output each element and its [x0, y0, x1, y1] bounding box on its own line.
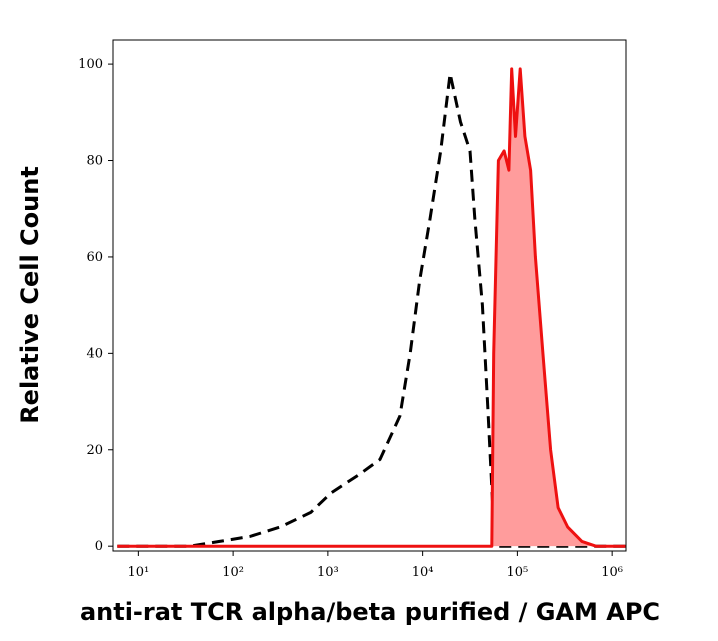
x-tick-label: 10⁶	[601, 565, 623, 580]
histogram-line	[117, 72, 626, 548]
x-axis-title: anti-rat TCR alpha/beta purified / GAM A…	[80, 598, 660, 626]
y-axis-title: Relative Cell Count	[16, 166, 44, 424]
x-tick-label: 10³	[317, 565, 339, 580]
x-tick-label: 10²	[222, 565, 244, 580]
x-tick-label: 10⁴	[412, 565, 434, 580]
y-tick-label: 80	[86, 154, 103, 169]
plot-frame	[112, 39, 627, 552]
y-tick-label: 60	[86, 250, 103, 265]
y-tick-label: 100	[78, 57, 103, 72]
y-tick-label: 40	[86, 346, 103, 361]
y-tick-label: 20	[86, 443, 103, 458]
histogram-fill	[117, 68, 626, 547]
y-tick-label: 0	[95, 539, 103, 554]
x-tick-label: 10¹	[127, 565, 149, 580]
histogram-line	[117, 67, 626, 548]
x-tick-label: 10⁵	[507, 565, 529, 580]
